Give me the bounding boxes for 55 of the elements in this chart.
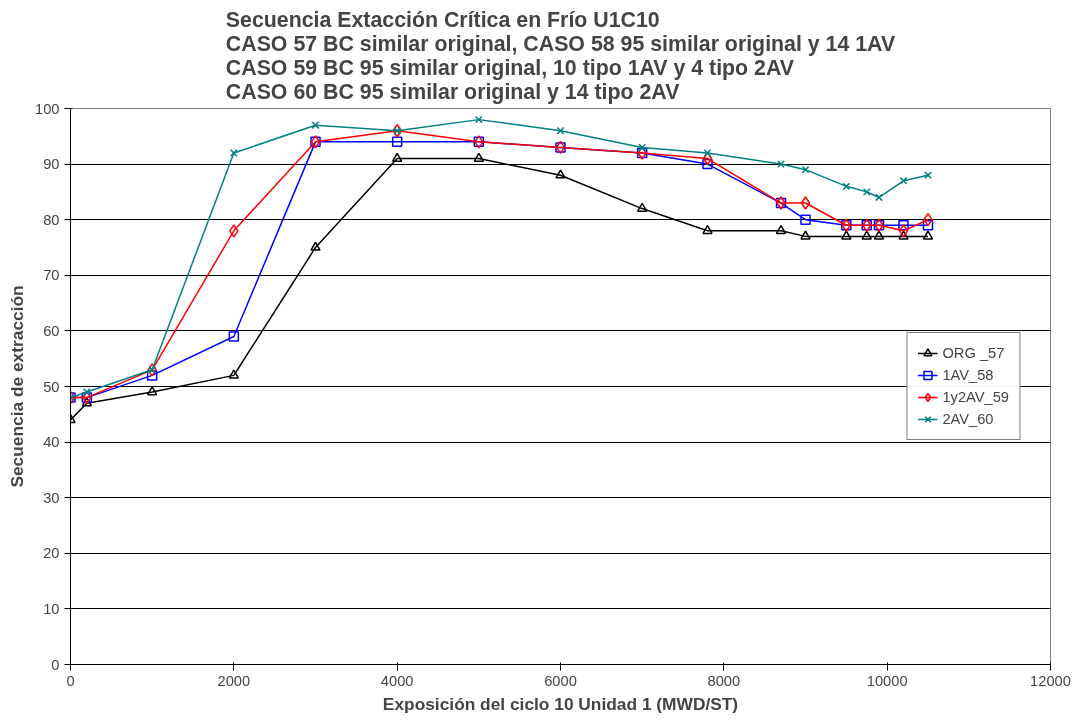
point [474,115,483,124]
x-tick-label: 12000 [1030,672,1071,689]
legend-label: 1AV_58 [942,367,994,383]
chart-title: Secuencia Extacción Crítica en Frío U1C10 CASO 57 BC similar original, CASO 58 95 similar original y 14 1AV CASO 59 BC 95 similar original, 10 tipo 1AV y 4 tipo 2AV CASO 60 BC 95 similar original y 14 tipo 2AV [225,7,896,104]
y-tick-label: 0 [51,656,60,673]
point [228,369,240,379]
y-tick-label: 50 [43,378,60,395]
y-tick-label: 10 [43,600,60,617]
point [636,202,648,212]
legend-label: ORG _57 [942,345,1005,361]
x-tick-label: 8000 [707,672,741,689]
point [922,230,934,240]
point [391,136,403,148]
x-tick-label: 0 [66,672,75,689]
point [311,121,320,130]
x-axis-title: Exposición del ciclo 10 Unidad 1 (MWD/ST) [382,693,739,714]
point [898,230,909,240]
y-tick-label: 100 [35,100,60,117]
point [775,224,787,235]
point [842,182,851,191]
point [898,220,909,231]
y-tick-label: 90 [43,156,60,173]
x-tick-label: 6000 [544,672,577,689]
y-tick-label: 20 [43,545,60,562]
point [310,241,321,251]
x-tick-label: 10000 [866,672,908,689]
point [82,388,91,396]
point [228,331,240,342]
point [81,397,93,407]
point [391,152,403,162]
y-axis-title: Secuencia de extracción [7,285,28,488]
point [800,196,811,210]
x-tick-label: 4000 [380,672,414,689]
point [898,224,909,238]
x-tick-label: 2000 [217,672,251,689]
point [473,152,485,162]
point [146,370,158,381]
point [229,224,239,238]
point [702,224,713,235]
point [922,220,934,231]
y-tick-label: 80 [43,211,60,228]
point [873,230,885,240]
y-tick-label: 70 [43,267,60,284]
legend-label: 1y2AV_59 [942,389,1009,405]
point [800,230,811,240]
y-tick-label: 60 [43,322,60,339]
legend-label: 2AV_60 [942,411,994,427]
y-tick-label: 30 [43,489,60,506]
point [861,230,872,240]
y-tick-label: 40 [43,434,60,451]
point [555,169,566,179]
point [146,386,158,396]
point [800,214,811,225]
point [841,230,852,240]
point [702,158,713,170]
